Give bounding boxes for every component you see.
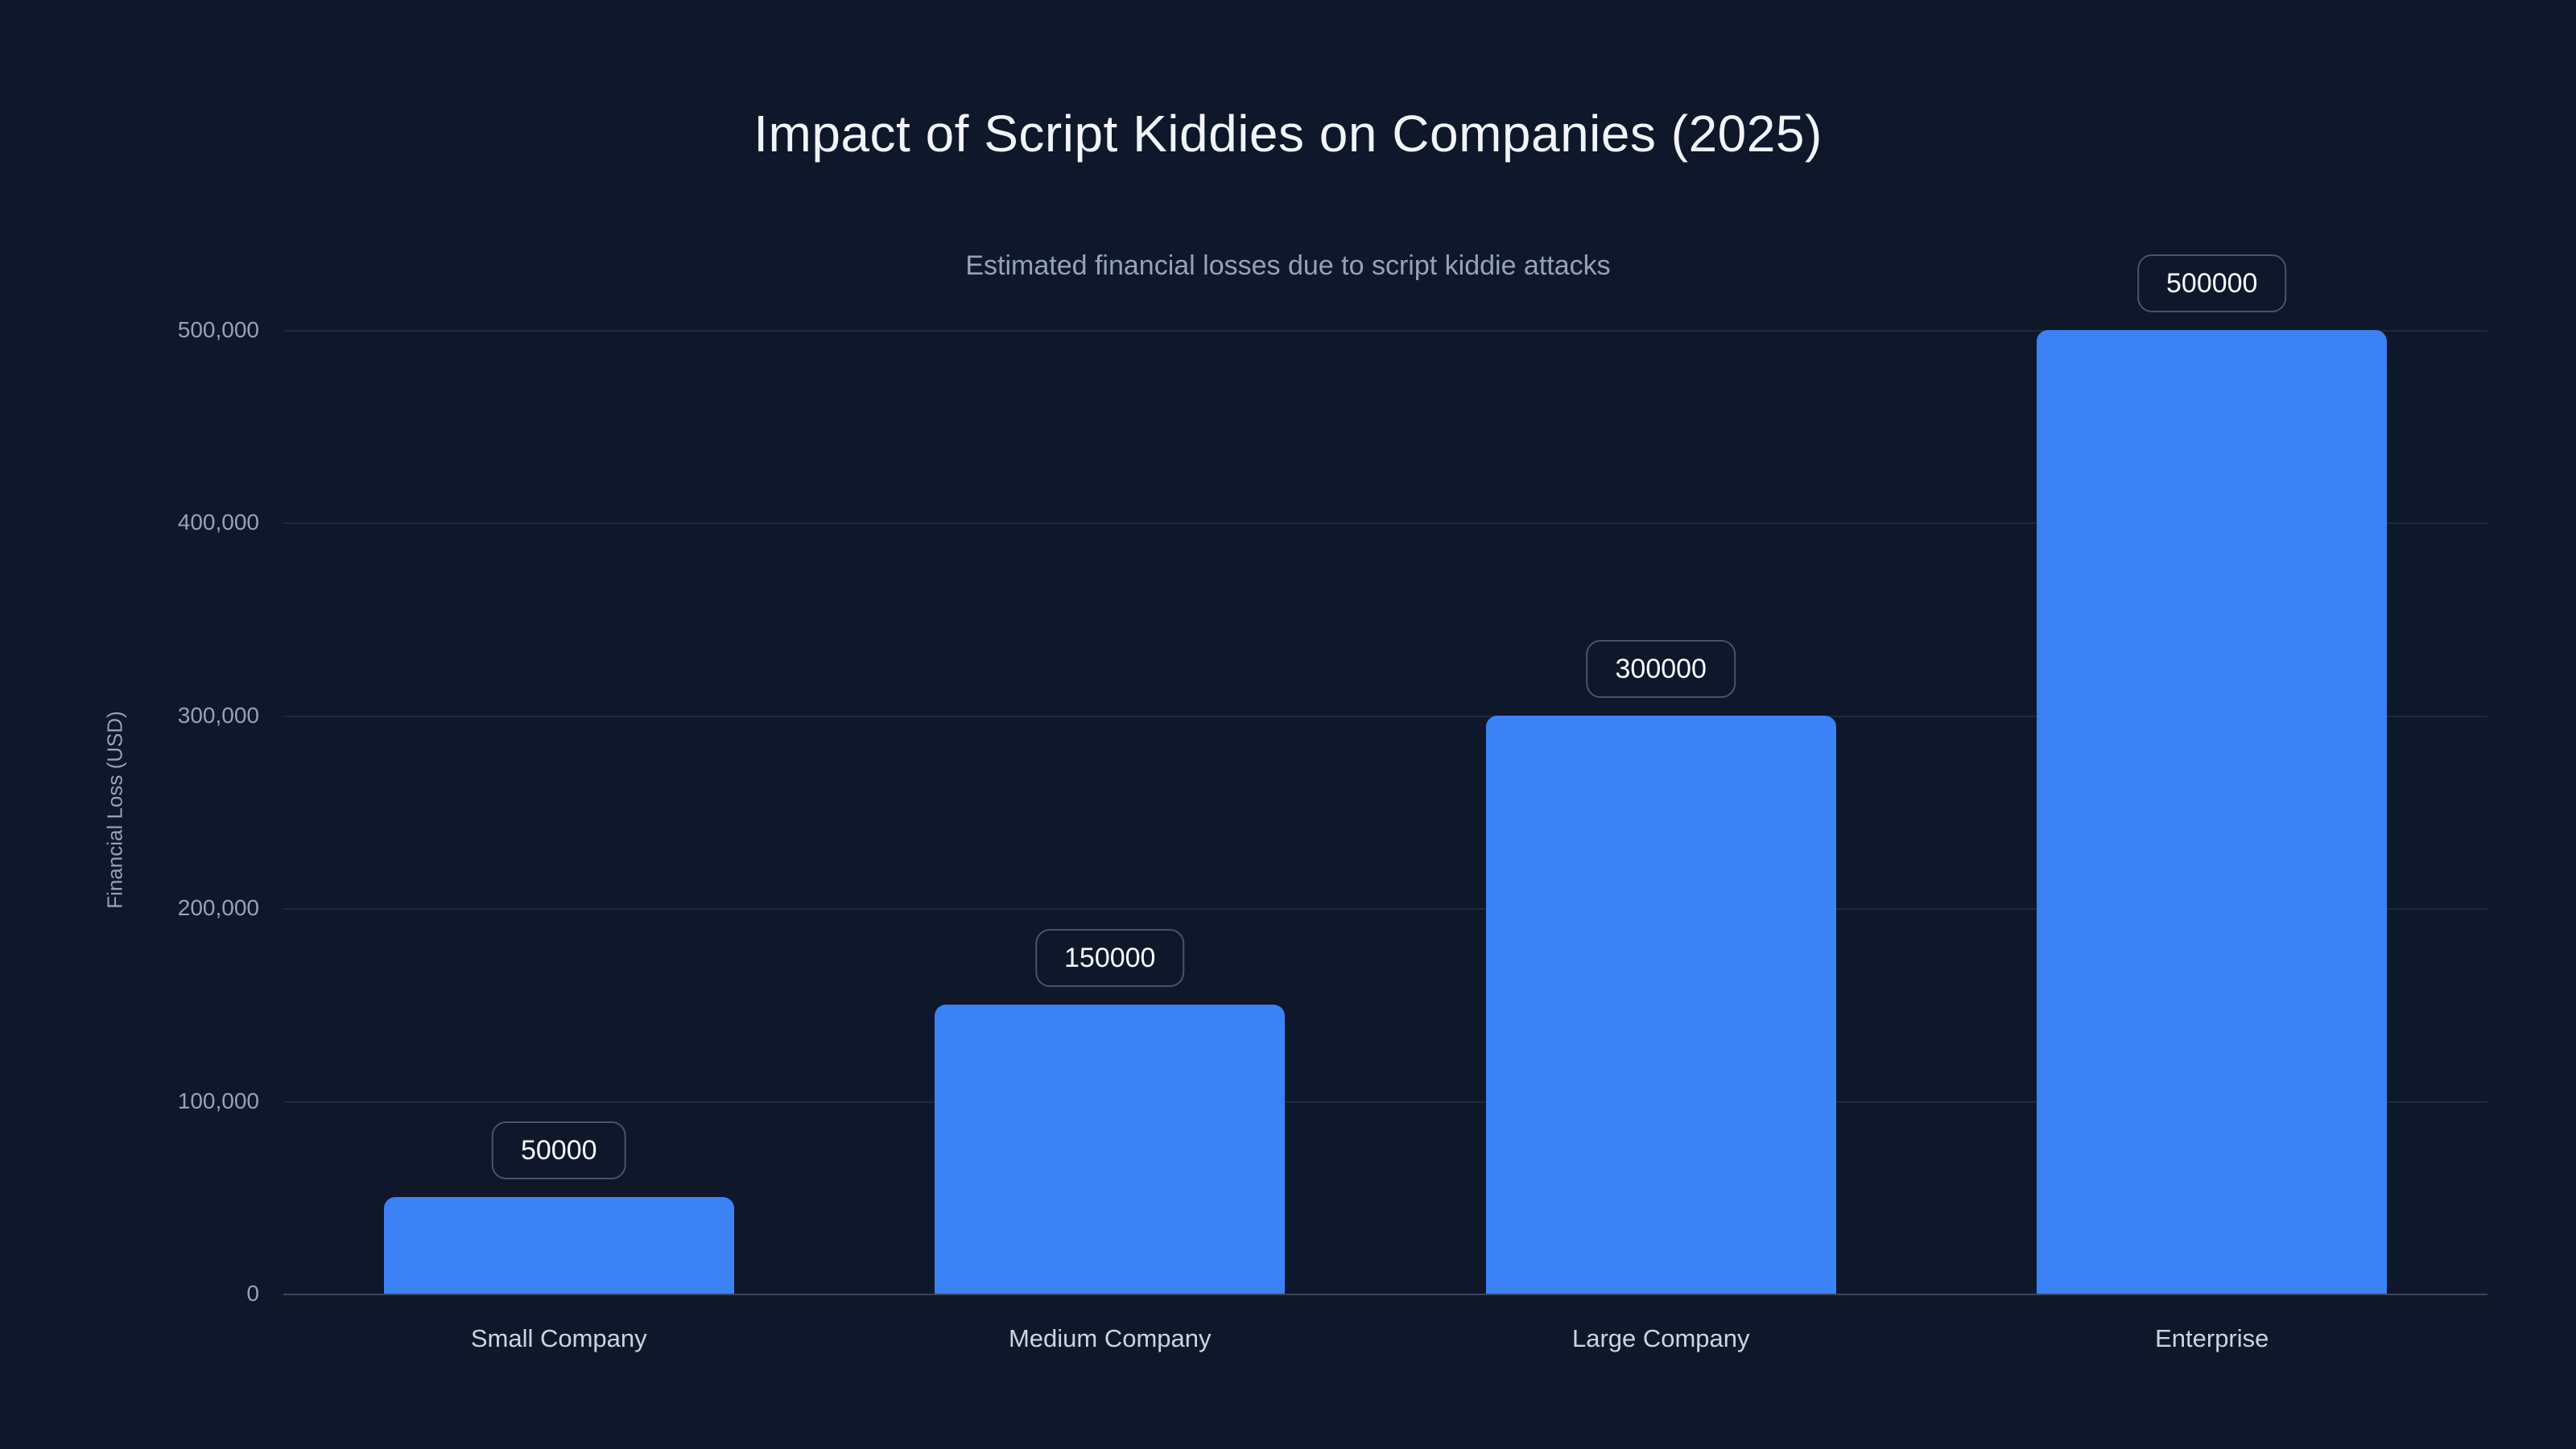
bar-value-badge: 500000 [2137, 254, 2287, 312]
x-axis-category-label: Small Company [470, 1324, 647, 1352]
bar-value-badge: 50000 [491, 1121, 626, 1180]
gridline [283, 522, 2487, 525]
gridline [283, 330, 2487, 332]
y-axis-title: Financial Loss (USD) [102, 711, 127, 909]
x-axis-category-label: Enterprise [2155, 1324, 2269, 1352]
plot-area: 0 100,000 200,000 300,000 400,000 500,000 5000… [178, 254, 2487, 1352]
bar-large-company [1485, 715, 1836, 1294]
bar-medium-company [935, 1004, 1286, 1294]
y-axis-tick-label: 200,000 [177, 895, 259, 921]
x-axis-baseline [283, 1294, 2487, 1295]
bar-small-company [383, 1197, 734, 1294]
chart-title: Impact of Script Kiddies on Companies (2… [753, 105, 1823, 163]
gridline [283, 1100, 2487, 1103]
y-axis-tick-label: 0 [246, 1281, 259, 1306]
y-axis-tick-label: 300,000 [177, 702, 259, 728]
bar-enterprise [2037, 330, 2388, 1294]
x-axis-category-label: Large Company [1571, 1324, 1750, 1352]
y-axis-tick-label: 100,000 [177, 1088, 259, 1113]
y-axis-tick-label: 400,000 [177, 510, 259, 535]
gridline [283, 908, 2487, 910]
x-axis-category-label: Medium Company [1008, 1324, 1212, 1352]
bar-value-badge: 300000 [1586, 639, 1736, 698]
y-axis-tick-label: 500,000 [177, 317, 259, 342]
gridline [283, 715, 2487, 717]
bar-value-badge: 150000 [1035, 928, 1185, 987]
chart-subtitle: Estimated financial losses due to script… [965, 250, 1611, 281]
